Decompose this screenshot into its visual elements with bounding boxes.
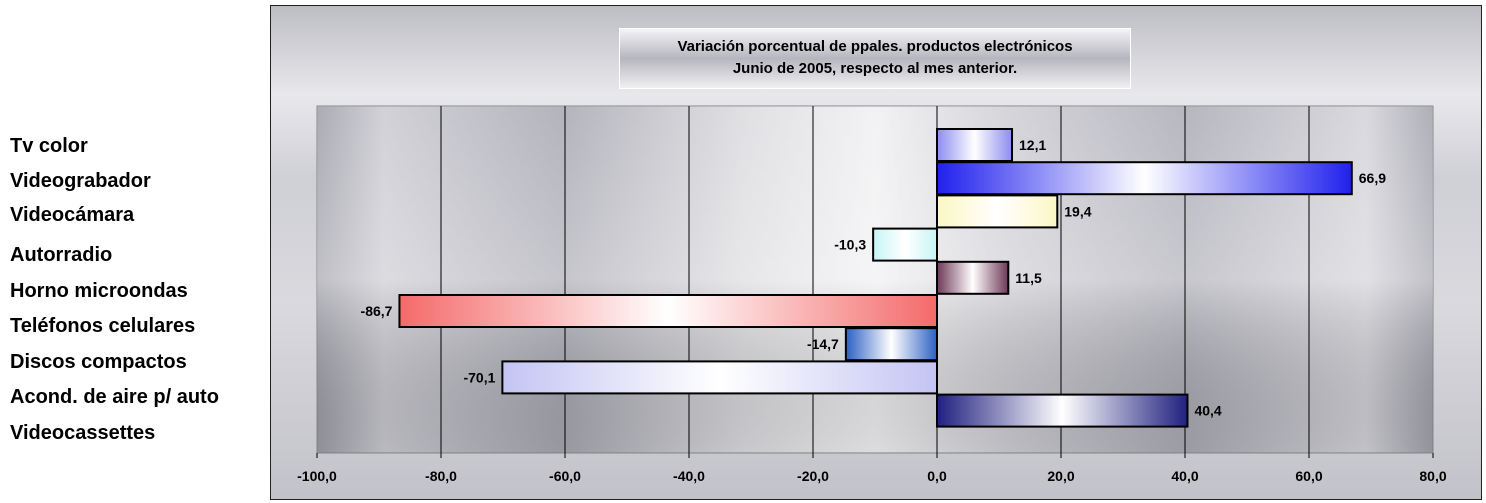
data-label: 66,9 bbox=[1359, 170, 1386, 186]
x-tick-label: -80,0 bbox=[425, 468, 457, 484]
bar bbox=[398, 294, 938, 328]
data-label: 12,1 bbox=[1019, 137, 1046, 153]
category-label-column: Tv color Videograbador Videocámara Autor… bbox=[0, 0, 270, 503]
bar bbox=[844, 327, 938, 362]
x-tick-label: 20,0 bbox=[1047, 468, 1074, 484]
bar bbox=[936, 260, 1010, 295]
category-label: Autorradio bbox=[10, 244, 113, 266]
x-axis-ticks: -100,0 -80,0 -60,0 -40,0 -20,0 0,0 20,0 40,0 60,… bbox=[297, 453, 1447, 484]
category-label: Teléfonos celulares bbox=[10, 315, 196, 337]
x-tick-label: 0,0 bbox=[927, 468, 947, 484]
data-label: -10,3 bbox=[834, 237, 866, 253]
data-label: 40,4 bbox=[1194, 403, 1221, 419]
data-label: -70,1 bbox=[463, 369, 495, 385]
category-label: Horno microondas bbox=[10, 280, 188, 302]
bar bbox=[872, 227, 939, 262]
category-label: Tv color bbox=[10, 135, 88, 157]
category-label: Discos compactos bbox=[10, 351, 187, 373]
x-tick-label: -60,0 bbox=[549, 468, 581, 484]
x-tick-label: -100,0 bbox=[297, 468, 337, 484]
data-label: 11,5 bbox=[1015, 270, 1042, 286]
data-label: -86,7 bbox=[361, 303, 393, 319]
bar bbox=[936, 194, 1059, 229]
chart-title: Variación porcentual de ppales. producto… bbox=[619, 28, 1131, 89]
bars bbox=[398, 128, 1353, 428]
bar bbox=[936, 161, 1353, 196]
bar bbox=[501, 360, 938, 395]
chart-title-line-1: Variación porcentual de ppales. producto… bbox=[677, 38, 1073, 55]
x-tick-label: -40,0 bbox=[673, 468, 705, 484]
bar bbox=[936, 128, 1014, 162]
x-tick-label: 60,0 bbox=[1295, 468, 1322, 484]
x-tick-label: -20,0 bbox=[797, 468, 829, 484]
data-label: -14,7 bbox=[807, 336, 839, 352]
plot-background-overlay bbox=[317, 106, 1433, 453]
x-tick-label: 40,0 bbox=[1171, 468, 1198, 484]
category-label: Acond. de aire p/ auto bbox=[10, 386, 219, 408]
chart-area: Variación porcentual de ppales. producto… bbox=[270, 5, 1482, 500]
bar-chart-plot: 12,1 66,9 19,4 -10,3 11,5 -86,7 -14,7 -70,1 40,4… bbox=[297, 105, 1447, 484]
chart-title-line-2: Junio de 2005, respecto al mes anterior. bbox=[732, 60, 1018, 77]
data-label: 19,4 bbox=[1064, 203, 1091, 219]
category-label: Videocassettes bbox=[10, 422, 156, 444]
bar bbox=[936, 393, 1189, 428]
category-label: Videograbador bbox=[10, 170, 151, 192]
category-label: Videocámara bbox=[10, 204, 135, 226]
data-labels: 12,1 66,9 19,4 -10,3 11,5 -86,7 -14,7 -70,1 40,4 bbox=[361, 137, 1387, 419]
x-tick-label: 80,0 bbox=[1419, 468, 1446, 484]
